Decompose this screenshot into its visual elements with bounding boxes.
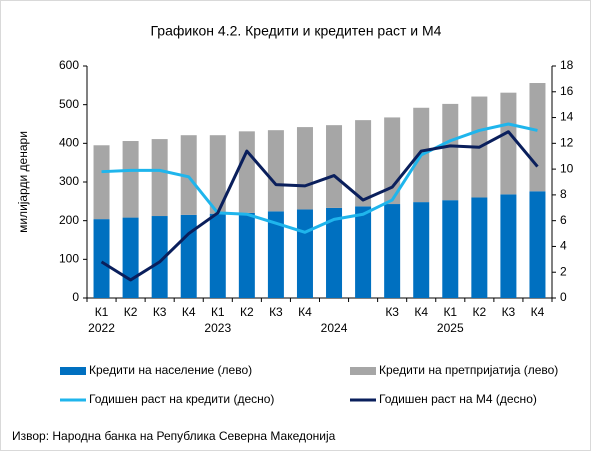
year-label: 2022 [88,321,115,335]
bar [442,200,459,298]
y2-tick-label: 18 [560,58,574,72]
bar [93,219,110,298]
bar [355,206,372,298]
y-tick-label: 100 [59,252,79,266]
bar [326,125,343,208]
bar [180,214,197,298]
y2-tick-label: 0 [560,290,567,304]
line [100,130,539,282]
legend-swatch [60,367,86,375]
legend-label: Годишен раст на М4 (десно) [379,392,537,406]
legend-label: Кредити на население (лево) [89,363,252,377]
bar [267,211,284,298]
x-tick-label: К4 [531,305,545,319]
legend-label: Кредити на претпријатија (лево) [379,363,558,377]
x-tick-label: К2 [473,305,487,319]
bar [93,145,110,220]
x-tick-label: К1 [443,305,457,319]
legend-label: Годишен раст на кредити (десно) [89,392,274,406]
year-label: 2025 [437,321,464,335]
y2-tick-label: 4 [560,239,567,253]
y-axis-label: милијарди денари [16,131,30,233]
x-tick-label: К4 [298,305,312,319]
bar [326,207,343,298]
bar [122,141,139,218]
y2-tick-label: 12 [560,136,574,150]
bar [413,202,430,298]
y-tick-label: 300 [59,174,79,188]
bar [529,83,546,192]
bar [471,197,488,298]
y-tick-label: 500 [59,97,79,111]
bar [151,216,168,298]
bar [529,191,546,298]
source: Извор: Народна банка на Република Северн… [12,429,336,443]
y2-tick-label: 14 [560,110,574,124]
bar [355,120,372,207]
y2-tick-label: 10 [560,161,574,175]
x-tick-label: К3 [269,305,283,319]
y-tick-label: 600 [59,58,79,72]
x-tick-label: К1 [95,305,109,319]
year-label: 2024 [321,321,348,335]
x-tick-label: К3 [385,305,399,319]
x-tick-label: К3 [153,305,167,319]
y2-tick-label: 16 [560,84,574,98]
bar [151,139,168,217]
y-tick-label: 400 [59,136,79,150]
bar [209,213,226,298]
bar [238,131,255,213]
bar [296,209,313,298]
x-tick-label: К4 [182,305,196,319]
chart-title: Графикон 4.2. Кредити и кредитен раст и … [151,23,442,39]
bar [384,204,401,298]
line [101,122,538,234]
bar [122,217,139,298]
bar [296,127,313,210]
x-tick-label: К2 [240,305,254,319]
year-label: 2023 [204,321,231,335]
x-tick-label: К4 [414,305,428,319]
x-tick-label: К1 [211,305,225,319]
y-tick-label: 0 [72,290,79,304]
y2-tick-label: 2 [560,264,567,278]
x-tick-label: К2 [124,305,138,319]
bar [500,92,517,195]
bar [238,212,255,298]
y2-tick-label: 8 [560,187,567,201]
y-tick-label: 200 [59,213,79,227]
bar [209,135,226,214]
bar [442,103,459,201]
bar [500,194,517,298]
x-tick-label: К3 [502,305,516,319]
legend-swatch [350,367,376,375]
y2-tick-label: 6 [560,213,567,227]
bar [180,135,197,215]
bar [267,130,284,212]
